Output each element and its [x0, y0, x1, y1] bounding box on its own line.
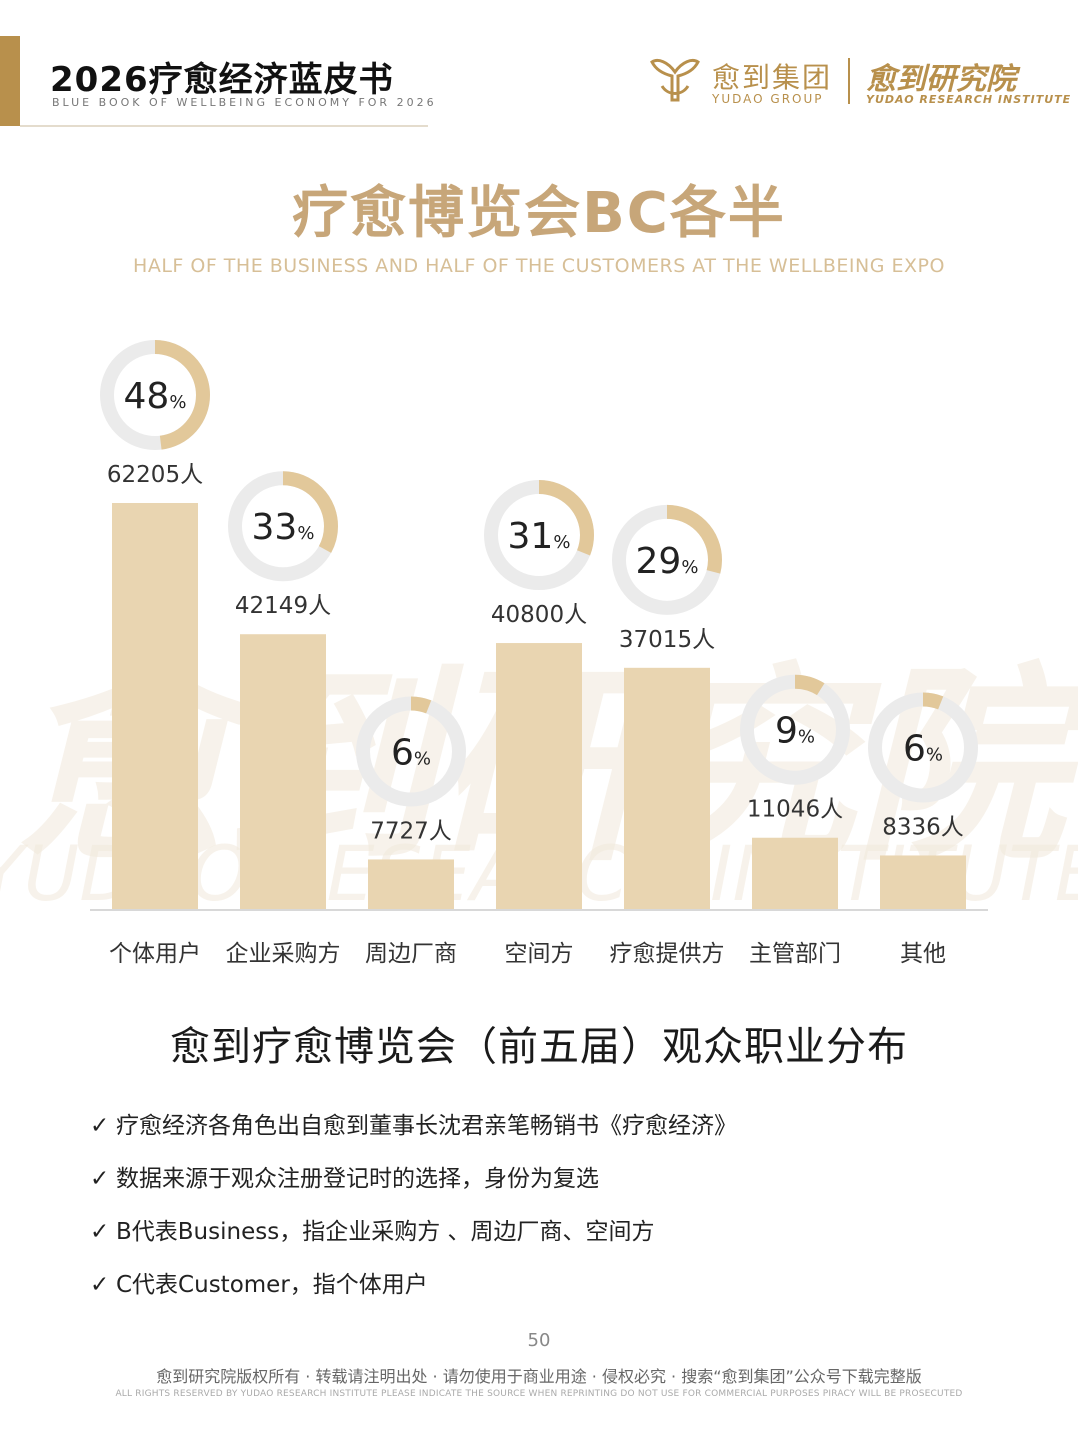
check-icon: ✓	[90, 1272, 110, 1298]
ring-percent-label: 6%	[391, 732, 431, 773]
category-label: 疗愈提供方	[610, 941, 725, 967]
bar	[240, 634, 326, 910]
bar-value-label: 7727人	[370, 818, 452, 844]
percent-ring: 6%	[356, 696, 466, 807]
bar-value-label: 42149人	[235, 593, 331, 619]
ring-fill	[228, 471, 338, 582]
check-icon: ✓	[90, 1219, 110, 1245]
bar	[368, 859, 454, 910]
ring-fill	[100, 340, 210, 450]
ring-fill	[868, 692, 978, 803]
bar	[496, 643, 582, 910]
ring-fill	[740, 674, 850, 785]
bar-value-label: 62205人	[107, 462, 203, 488]
ring-fill	[612, 504, 722, 615]
percent-ring: 29%	[612, 504, 722, 615]
bar	[624, 667, 710, 910]
ring-percent-label: 31%	[508, 516, 571, 557]
category-label: 个体用户	[109, 941, 201, 967]
logo-divider	[848, 58, 850, 104]
ring-fill	[356, 696, 466, 807]
percent-ring: 6%	[868, 692, 978, 803]
bar	[752, 837, 838, 910]
note-item: ✓ 数据来源于观众注册登记时的选择，身份为复选	[90, 1158, 737, 1211]
header-divider	[20, 125, 428, 127]
percent-ring: 33%	[228, 471, 338, 582]
report-subtitle: BLUE BOOK OF WELLBEING ECONOMY FOR 2026	[52, 96, 437, 109]
check-icon: ✓	[90, 1166, 110, 1192]
page-title: 疗愈博览会BC各半	[292, 181, 786, 246]
ring-percent-label: 9%	[775, 711, 815, 752]
ring-percent-label: 6%	[903, 728, 943, 769]
category-label: 空间方	[505, 941, 574, 967]
bar-value-label: 40800人	[491, 602, 587, 628]
category-label: 周边厂商	[365, 941, 457, 967]
ring-percent-label: 48%	[124, 376, 187, 417]
notes-list: ✓ 疗愈经济各角色出自愈到董事长沈君亲笔畅销书《疗愈经济》 ✓ 数据来源于观众注册登…	[90, 1105, 737, 1317]
ring-fill	[484, 480, 594, 591]
report-title: 2026疗愈经济蓝皮书	[50, 60, 394, 100]
copyright-notice: 愈到研究院版权所有 · 转载请注明出处 · 请勿使用于商业用途 · 侵权必究 ·…	[156, 1367, 922, 1386]
category-label: 其他	[900, 941, 946, 967]
percent-ring: 48%	[100, 340, 210, 450]
group-name-cn: 愈到集团	[712, 61, 833, 94]
page-subtitle: HALF OF THE BUSINESS AND HALF OF THE CUS…	[133, 255, 945, 277]
bar-value-label: 8336人	[882, 814, 964, 840]
institute-name-cn: 愈到研究院	[866, 62, 1016, 97]
bar	[880, 855, 966, 910]
chart-title: 愈到疗愈博览会（前五届）观众职业分布	[170, 1024, 908, 1070]
note-text: C代表Customer，指个体用户	[116, 1272, 428, 1298]
header-accent-bar	[0, 36, 20, 126]
bar-value-label: 11046人	[747, 797, 843, 823]
note-text: B代表Business，指企业采购方 、周边厂商、空间方	[116, 1219, 655, 1245]
page-number: 50	[527, 1330, 551, 1351]
group-name-en: YUDAO GROUP	[712, 92, 824, 106]
category-label: 企业采购方	[226, 941, 341, 967]
note-item: ✓ 疗愈经济各角色出自愈到董事长沈君亲笔畅销书《疗愈经济》	[90, 1105, 737, 1158]
bar-value-label: 37015人	[619, 627, 715, 653]
copyright-notice-en: ALL RIGHTS RESERVED BY YUDAO RESEARCH IN…	[115, 1389, 963, 1399]
category-label: 主管部门	[749, 941, 841, 967]
note-text: 疗愈经济各角色出自愈到董事长沈君亲笔畅销书《疗愈经济》	[116, 1113, 737, 1139]
percent-ring: 9%	[740, 674, 850, 785]
institute-name-en: YUDAO RESEARCH INSTITUTE	[866, 93, 1072, 106]
percent-ring: 31%	[484, 480, 594, 591]
ring-percent-label: 29%	[636, 541, 699, 582]
yudao-logo-icon	[650, 58, 700, 102]
note-item: ✓ C代表Customer，指个体用户	[90, 1264, 737, 1317]
occupation-bar-chart: 愈到研究院 YUDAO RESEARCH INSTITUTE 62205人个体用…	[0, 340, 1078, 967]
bar	[112, 503, 198, 910]
check-icon: ✓	[90, 1113, 110, 1139]
ring-percent-label: 33%	[252, 507, 315, 548]
note-text: 数据来源于观众注册登记时的选择，身份为复选	[116, 1166, 599, 1192]
note-item: ✓ B代表Business，指企业采购方 、周边厂商、空间方	[90, 1211, 737, 1264]
